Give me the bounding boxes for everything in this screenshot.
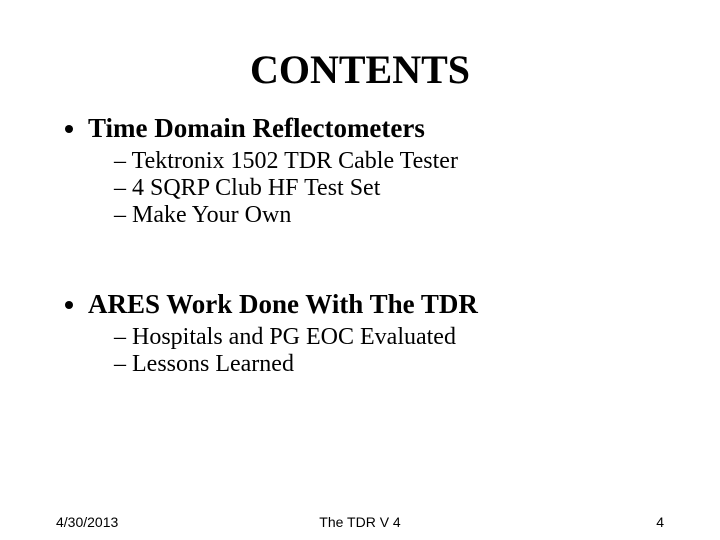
slide-title: CONTENTS <box>0 0 720 93</box>
sub-bullet-item: Lessons Learned <box>114 351 664 378</box>
sub-bullet-list: Hospitals and PG EOC Evaluated Lessons L… <box>88 324 664 378</box>
bullet-label: ARES Work Done With The TDR <box>88 289 478 319</box>
bullet-item: ARES Work Done With The TDR Hospitals an… <box>88 289 664 378</box>
sub-bullet-item: Make Your Own <box>114 202 664 229</box>
slide-body: Time Domain Reflectometers Tektronix 150… <box>0 93 720 378</box>
bullet-item: Time Domain Reflectometers Tektronix 150… <box>88 113 664 229</box>
bullet-list: Time Domain Reflectometers Tektronix 150… <box>56 113 664 378</box>
sub-bullet-item: Hospitals and PG EOC Evaluated <box>114 324 664 351</box>
sub-bullet-item: 4 SQRP Club HF Test Set <box>114 175 664 202</box>
slide: CONTENTS Time Domain Reflectometers Tekt… <box>0 0 720 540</box>
footer-page: 4 <box>656 514 664 530</box>
footer-center: The TDR V 4 <box>0 514 720 530</box>
sub-bullet-item: Tektronix 1502 TDR Cable Tester <box>114 148 664 175</box>
bullet-label: Time Domain Reflectometers <box>88 113 425 143</box>
sub-bullet-list: Tektronix 1502 TDR Cable Tester 4 SQRP C… <box>88 148 664 229</box>
bullet-spacer <box>88 245 664 273</box>
